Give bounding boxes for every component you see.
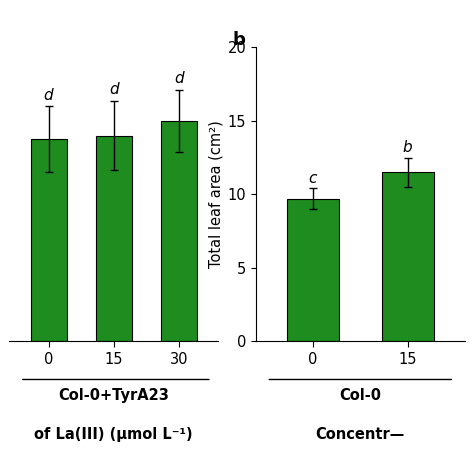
Y-axis label: Total leaf area (cm²): Total leaf area (cm²) [208,120,223,268]
Text: d: d [109,82,118,97]
Bar [31,139,66,341]
Text: b: b [403,140,412,155]
Text: c: c [309,171,317,185]
Text: d: d [44,88,54,102]
Bar [382,173,434,341]
Text: d: d [174,71,184,86]
Bar [96,136,132,341]
Text: Col-0+TyrA23: Col-0+TyrA23 [58,388,169,403]
Text: of La(III) (μmol L⁻¹): of La(III) (μmol L⁻¹) [35,427,193,441]
Bar [287,199,339,341]
Text: Col-0: Col-0 [339,388,381,403]
Bar [161,121,197,341]
Text: b: b [232,31,245,49]
Text: Concentr—: Concentr— [316,427,405,441]
